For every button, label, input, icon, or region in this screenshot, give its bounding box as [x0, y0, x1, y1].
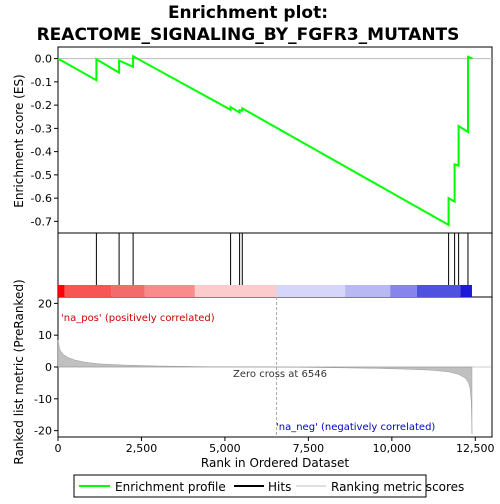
ranking-y-tick-label: 10 [38, 329, 52, 342]
ranking-metric-area [57, 297, 492, 437]
chart-title-line1: Enrichment plot: [168, 3, 328, 23]
es-y-tick-label: 0.0 [35, 53, 53, 66]
es-y-tick-label: -0.2 [31, 99, 52, 112]
neg-correlated-label: 'na_neg' (negatively correlated) [276, 422, 435, 433]
x-tick-label: 2,500 [126, 442, 158, 455]
es-y-tick-label: -0.6 [31, 192, 52, 205]
ranking-bar-segment [194, 285, 277, 297]
ranking-bar-segment [416, 285, 461, 297]
x-tick-label: 10,000 [373, 442, 412, 455]
ranking-y-ticks: 20 10 0 -10 -20 [34, 297, 58, 438]
es-y-tick-label: -0.3 [31, 122, 52, 135]
es-y-ticks: 0.0 -0.1 -0.2 -0.3 -0.4 -0.5 -0.6 -0.7 [31, 53, 58, 228]
legend-label-ranking: Ranking metric scores [331, 480, 464, 494]
ranking-y-tick-label: 0 [45, 361, 52, 374]
es-y-tick-label: -0.7 [31, 215, 52, 228]
ranking-bar-segment [58, 285, 65, 297]
ranking-bar-segment [390, 285, 417, 297]
ranking-color-bar [58, 285, 472, 297]
es-y-axis-title: Enrichment score (ES) [12, 74, 26, 207]
legend-label-enrichment: Enrichment profile [115, 480, 226, 494]
x-axis-title: Rank in Ordered Dataset [201, 456, 349, 470]
hit-markers [95, 233, 469, 285]
x-tick-label: 0 [55, 442, 62, 455]
ranking-y-axis-title: Ranked list metric (PreRanked) [12, 279, 26, 464]
ranking-y-tick-label: -10 [34, 393, 52, 406]
x-axis-ticks: 0 2,500 5,000 7,500 10,000 12,500 [55, 437, 495, 455]
ranking-bar-segment [345, 285, 391, 297]
pos-correlated-label: 'na_pos' (positively correlated) [61, 313, 215, 324]
ranking-bar-segment [64, 285, 112, 297]
x-tick-label: 12,500 [456, 442, 495, 455]
legend-label-hits: Hits [268, 480, 291, 494]
ranking-y-tick-label: 20 [38, 297, 52, 310]
es-y-tick-label: -0.1 [31, 76, 52, 89]
enrichment-profile-line [57, 54, 473, 227]
ranking-y-tick-label: -20 [34, 425, 52, 438]
ranking-bar-segment [111, 285, 145, 297]
es-line-group [57, 54, 492, 227]
ranking-metric-area-path [57, 339, 473, 434]
ranking-bar-segment [276, 285, 346, 297]
es-panel-frame [57, 46, 493, 234]
x-tick-label: 7,500 [293, 442, 325, 455]
x-tick-label: 5,000 [209, 442, 241, 455]
chart-title-line2: REACTOME_SIGNALING_BY_FGFR3_MUTANTS [37, 25, 460, 45]
legend: Enrichment profile Hits Ranking metric s… [73, 474, 464, 498]
es-y-tick-label: -0.5 [31, 169, 52, 182]
zero-cross-label: Zero cross at 6546 [233, 369, 327, 380]
ranking-bar-segment [460, 285, 472, 297]
ranking-bar-segment [144, 285, 195, 297]
es-y-tick-label: -0.4 [31, 146, 52, 159]
